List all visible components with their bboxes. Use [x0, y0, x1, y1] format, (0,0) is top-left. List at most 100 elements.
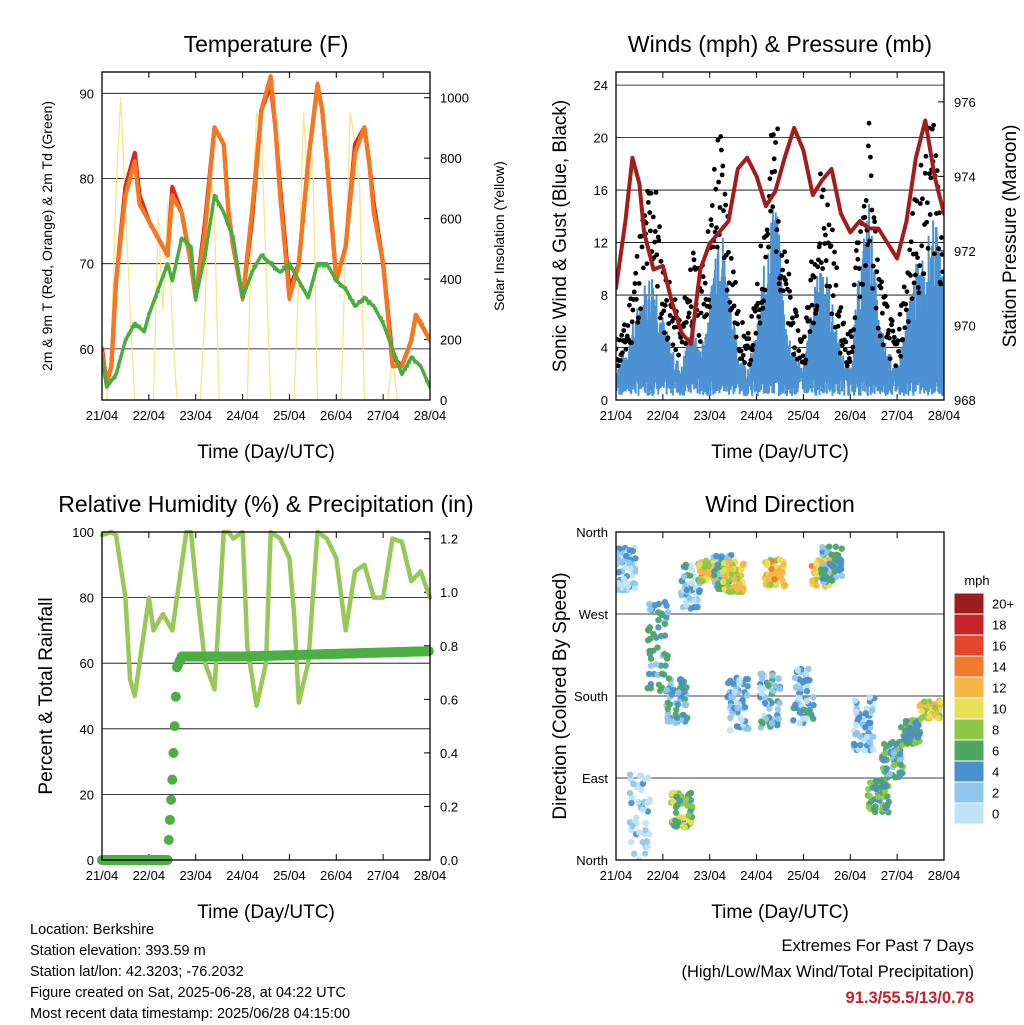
direction-point [645, 670, 653, 678]
temp9m-point [225, 197, 230, 202]
gust-point [800, 353, 806, 359]
temp9m-point [265, 86, 269, 90]
panel-title: Temperature (F) [184, 31, 349, 57]
gust-point [875, 257, 880, 263]
direction-point [776, 556, 784, 563]
temp9m-point [169, 206, 173, 210]
direction-point [862, 710, 869, 717]
direction-point [884, 793, 891, 800]
temp9m-point [145, 216, 149, 220]
gust-point [657, 315, 663, 321]
gust-point [893, 363, 899, 369]
dewpoint-point [310, 284, 314, 288]
direction-point [682, 561, 690, 569]
extremes-block: Extremes For Past 7 Days (High/Low/Max W… [681, 933, 974, 1011]
gust-point [634, 254, 640, 259]
y-tick-label: 80 [80, 591, 94, 606]
temp9m-point [113, 294, 117, 298]
gust-point [619, 350, 625, 356]
gust-point [762, 287, 768, 293]
gust-point [616, 363, 621, 369]
gust-point [735, 321, 740, 327]
x-tick-label: 24/04 [740, 408, 773, 423]
gust-point [757, 320, 763, 326]
gust-point [909, 296, 915, 302]
gust-point [714, 244, 720, 250]
temp9m-point [207, 186, 211, 190]
x-tick-label: 22/04 [647, 408, 680, 423]
dewpoint-point [173, 268, 177, 272]
x-tick-label: 23/04 [693, 408, 726, 423]
direction-point [691, 603, 698, 611]
gust-point [697, 339, 703, 344]
temp9m-point [362, 126, 366, 130]
dewpoint-point [411, 355, 415, 359]
direction-point [696, 567, 704, 575]
y2-tick-label: 0.0 [440, 853, 458, 868]
dewpoint-point [417, 362, 421, 366]
gust-point [853, 248, 859, 253]
gust-point [808, 259, 814, 265]
dewpoint-point [237, 273, 241, 277]
dewpoint-point [218, 203, 222, 207]
direction-point [804, 676, 811, 684]
dewpoint-point [197, 278, 202, 282]
colorbar-label: 4 [992, 765, 999, 780]
gust-point [793, 309, 799, 315]
dewpoint-point [255, 261, 260, 265]
x-tick-label: 28/04 [414, 408, 447, 423]
gust-point [782, 249, 788, 255]
gust-point [641, 265, 646, 271]
temp9m-point [216, 133, 220, 137]
gust-point [787, 295, 793, 300]
dewpoint-point [233, 250, 237, 254]
dewpoint-point [130, 325, 134, 329]
y-tick-label: 60 [80, 656, 94, 671]
dewpoint-point [398, 366, 402, 370]
temp9m-point [173, 201, 177, 205]
direction-point [810, 702, 817, 709]
temp9m-point [405, 348, 410, 352]
gust-point [666, 321, 672, 326]
dewpoint-point [329, 269, 333, 273]
gust-point [927, 171, 932, 177]
gust-point [655, 283, 660, 289]
y2-axis-label: Solar Insolation (Yellow) [491, 161, 507, 311]
temp9m-point [419, 319, 423, 323]
direction-point [926, 713, 934, 720]
dewpoint-point [254, 265, 258, 269]
gust-point [662, 302, 668, 308]
gust-point [823, 232, 828, 238]
dewpoint-point [119, 355, 123, 359]
gust-point [794, 313, 800, 319]
direction-point [629, 547, 637, 555]
plot-frame [101, 71, 431, 401]
direction-point [891, 761, 898, 769]
direction-point [865, 785, 872, 793]
gust-point [874, 269, 880, 275]
direction-point [616, 562, 620, 569]
gust-point [718, 134, 724, 139]
gust-point [638, 306, 643, 312]
temp9m-point [199, 256, 203, 260]
direction-point [630, 780, 637, 788]
direction-point [658, 670, 666, 677]
temp9m-point [126, 181, 130, 185]
direction-point [731, 688, 738, 696]
direction-point [865, 804, 873, 811]
dewpoint-point [152, 298, 157, 302]
direction-point [857, 741, 864, 749]
gust-point [726, 249, 731, 255]
temp9m-point [317, 95, 322, 99]
direction-point [652, 661, 660, 668]
gust-point [919, 243, 925, 249]
direction-point [674, 701, 682, 708]
direction-point [826, 560, 833, 567]
dewpoint-point [201, 261, 205, 266]
colorbar-swatch [953, 676, 985, 699]
direction-point [794, 666, 802, 674]
x-tick-label: 27/04 [881, 868, 914, 883]
gust-point [764, 227, 770, 233]
temp9m-point [347, 207, 352, 211]
direction-point [663, 614, 670, 621]
